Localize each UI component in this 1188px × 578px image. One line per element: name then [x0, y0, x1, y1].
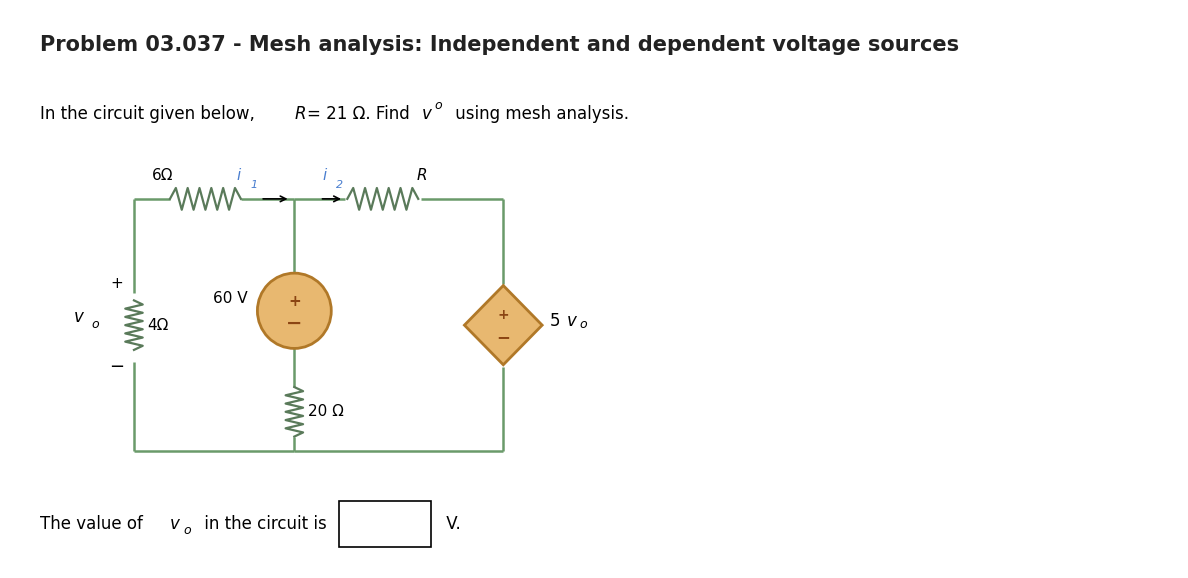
Text: −: − [109, 358, 124, 376]
Text: o: o [579, 318, 587, 331]
Text: −: − [286, 314, 303, 333]
Text: 20 Ω: 20 Ω [308, 404, 343, 419]
Text: 1: 1 [251, 180, 258, 190]
Text: 4Ω: 4Ω [147, 318, 169, 333]
Text: 2: 2 [336, 180, 343, 190]
Text: 5: 5 [550, 312, 561, 330]
Text: +: + [287, 294, 301, 309]
Text: The value of: The value of [39, 515, 147, 533]
Text: o: o [91, 318, 99, 331]
Text: In the circuit given below,: In the circuit given below, [39, 105, 260, 123]
Text: in the circuit is: in the circuit is [200, 515, 333, 533]
Text: R: R [295, 105, 305, 123]
Circle shape [258, 273, 331, 349]
Polygon shape [465, 286, 542, 365]
Text: 6Ω: 6Ω [152, 168, 173, 183]
Text: o: o [183, 524, 191, 537]
Text: 60 V: 60 V [213, 291, 247, 306]
Text: R: R [417, 168, 428, 183]
Text: Problem 03.037 - Mesh analysis: Independent and dependent voltage sources: Problem 03.037 - Mesh analysis: Independ… [39, 35, 959, 55]
Text: o: o [435, 99, 442, 112]
Text: v: v [567, 312, 576, 330]
Text: using mesh analysis.: using mesh analysis. [450, 105, 628, 123]
Text: v: v [74, 308, 83, 326]
Text: +: + [498, 308, 510, 323]
Text: V.: V. [441, 515, 461, 533]
Text: −: − [497, 328, 510, 346]
Text: +: + [110, 276, 122, 291]
Text: v: v [170, 515, 179, 533]
FancyBboxPatch shape [339, 501, 431, 547]
Text: i: i [322, 168, 327, 183]
Text: = 21 Ω. Find: = 21 Ω. Find [307, 105, 415, 123]
Text: i: i [236, 168, 241, 183]
Text: v: v [422, 105, 431, 123]
